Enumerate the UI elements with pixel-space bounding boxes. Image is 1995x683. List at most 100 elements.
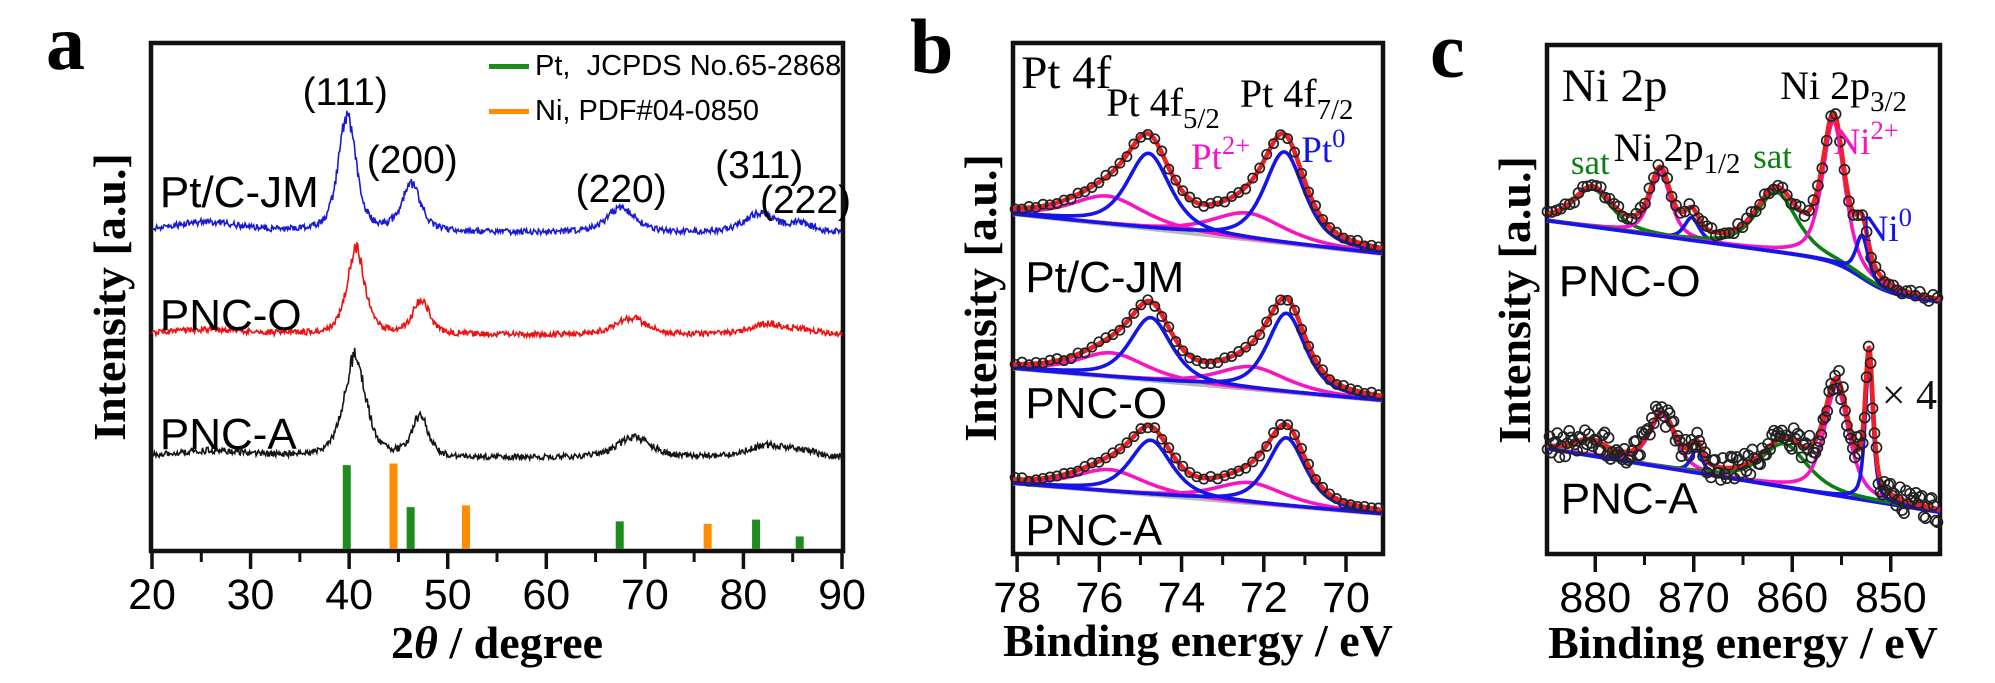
data-point bbox=[1331, 378, 1342, 390]
data-point bbox=[1931, 292, 1944, 304]
data-point bbox=[1023, 359, 1035, 371]
data-point bbox=[1268, 304, 1280, 316]
data-point bbox=[1296, 323, 1308, 335]
legend-item-ni: Ni, PDF#04-0850 bbox=[489, 96, 759, 126]
data-point bbox=[1030, 474, 1042, 486]
data-point bbox=[1892, 493, 1904, 506]
data-point bbox=[1744, 468, 1757, 481]
data-point bbox=[1170, 452, 1182, 464]
data-point bbox=[1648, 417, 1660, 430]
data-point bbox=[1858, 411, 1871, 424]
data-point bbox=[1310, 200, 1322, 212]
data-point bbox=[1709, 454, 1721, 466]
data-point bbox=[1811, 441, 1824, 454]
data-point bbox=[1359, 500, 1370, 512]
xps-data-points bbox=[1541, 108, 1944, 307]
panel_c-annotation--4: × 4 bbox=[1882, 373, 1937, 419]
data-point bbox=[1317, 364, 1329, 376]
data-point bbox=[1561, 437, 1574, 450]
data-point bbox=[1170, 336, 1182, 348]
data-point bbox=[1865, 251, 1877, 264]
data-point bbox=[1758, 188, 1771, 201]
data-point bbox=[1541, 205, 1554, 218]
data-point bbox=[1254, 450, 1266, 462]
data-point bbox=[1261, 316, 1273, 328]
panel_a-tick-label: 30 bbox=[227, 571, 275, 619]
panel_a-tick-label: 70 bbox=[621, 571, 669, 619]
data-point bbox=[1648, 171, 1660, 184]
data-point bbox=[1121, 316, 1133, 328]
panel_b-annotation-pt0: Pt0 bbox=[1301, 123, 1345, 171]
data-point bbox=[1156, 311, 1168, 322]
panel_b-spectrum-pnc-a bbox=[1009, 419, 1384, 516]
data-point bbox=[1359, 387, 1370, 399]
data-point bbox=[1727, 227, 1740, 240]
data-point bbox=[1665, 190, 1678, 203]
data-point bbox=[1352, 385, 1363, 396]
data-point bbox=[1331, 226, 1342, 238]
data-point bbox=[1848, 451, 1861, 464]
legend-swatch-0 bbox=[489, 63, 529, 69]
sample-label-pnc-a: PNC-A bbox=[1025, 506, 1163, 555]
data-point bbox=[1847, 209, 1860, 221]
data-point bbox=[1699, 446, 1711, 459]
data-point bbox=[1366, 502, 1377, 514]
data-point bbox=[1037, 472, 1049, 484]
data-point bbox=[1345, 383, 1356, 395]
data-point bbox=[1816, 162, 1829, 175]
data-point bbox=[1009, 203, 1021, 215]
data-point bbox=[1736, 221, 1749, 234]
data-point bbox=[1864, 357, 1877, 369]
data-point bbox=[1331, 493, 1342, 504]
data-point bbox=[1612, 200, 1625, 213]
hkl-label: (222) bbox=[760, 179, 851, 222]
data-point bbox=[1282, 294, 1294, 306]
data-point bbox=[1791, 427, 1804, 440]
data-point bbox=[1065, 353, 1077, 365]
data-point bbox=[1268, 427, 1280, 439]
panel_c-tick-label: 850 bbox=[1855, 574, 1927, 622]
data-point bbox=[1834, 135, 1846, 148]
data-point bbox=[1807, 194, 1820, 206]
data-point bbox=[1718, 227, 1731, 240]
data-point bbox=[1261, 148, 1273, 160]
data-point bbox=[1639, 197, 1651, 210]
panel-b-letter: b bbox=[910, 3, 954, 90]
panel_b-annotation-pt-4f7-2: Pt 4f7/2 bbox=[1240, 71, 1354, 126]
panel_c-annotation-ni2-: Ni2+ bbox=[1833, 115, 1898, 163]
data-point bbox=[1275, 294, 1287, 306]
data-point bbox=[1571, 444, 1583, 457]
data-point bbox=[1072, 347, 1084, 359]
data-point bbox=[1170, 174, 1182, 186]
sample-label-pnc-o: PNC-O bbox=[1559, 257, 1701, 306]
data-point bbox=[1815, 428, 1828, 441]
data-point bbox=[1282, 419, 1294, 431]
data-point bbox=[1303, 458, 1315, 470]
data-point bbox=[1596, 429, 1609, 441]
panel-a-xlabel-suffix: / degree bbox=[437, 617, 604, 668]
data-point bbox=[1254, 329, 1266, 341]
data-point bbox=[1247, 456, 1259, 468]
data-point bbox=[1037, 198, 1049, 210]
xrd-plot: Pt/C-JM PNC-O PNC-A (111) (200) (220) (311)(22… bbox=[151, 71, 851, 549]
data-point bbox=[1785, 443, 1798, 455]
data-point bbox=[1149, 300, 1161, 312]
data-point bbox=[1065, 467, 1077, 479]
data-point bbox=[1359, 240, 1370, 252]
data-point bbox=[1128, 431, 1140, 443]
data-point bbox=[1884, 477, 1897, 490]
panel_b-tick-label: 78 bbox=[993, 574, 1041, 622]
data-point bbox=[1051, 353, 1063, 365]
data-point bbox=[1303, 340, 1315, 352]
data-point bbox=[1198, 200, 1210, 212]
data-point bbox=[1100, 332, 1112, 344]
data-point bbox=[1874, 486, 1887, 498]
data-point bbox=[1184, 191, 1196, 203]
data-point bbox=[1100, 452, 1112, 464]
data-point bbox=[1693, 434, 1706, 447]
panel-c-ylabel: Intensity [a.u.] bbox=[1489, 156, 1540, 444]
data-point bbox=[1114, 324, 1126, 336]
legend-label-pt: Pt, JCPDS No.65-2868 bbox=[535, 49, 842, 82]
data-point bbox=[1303, 186, 1315, 198]
